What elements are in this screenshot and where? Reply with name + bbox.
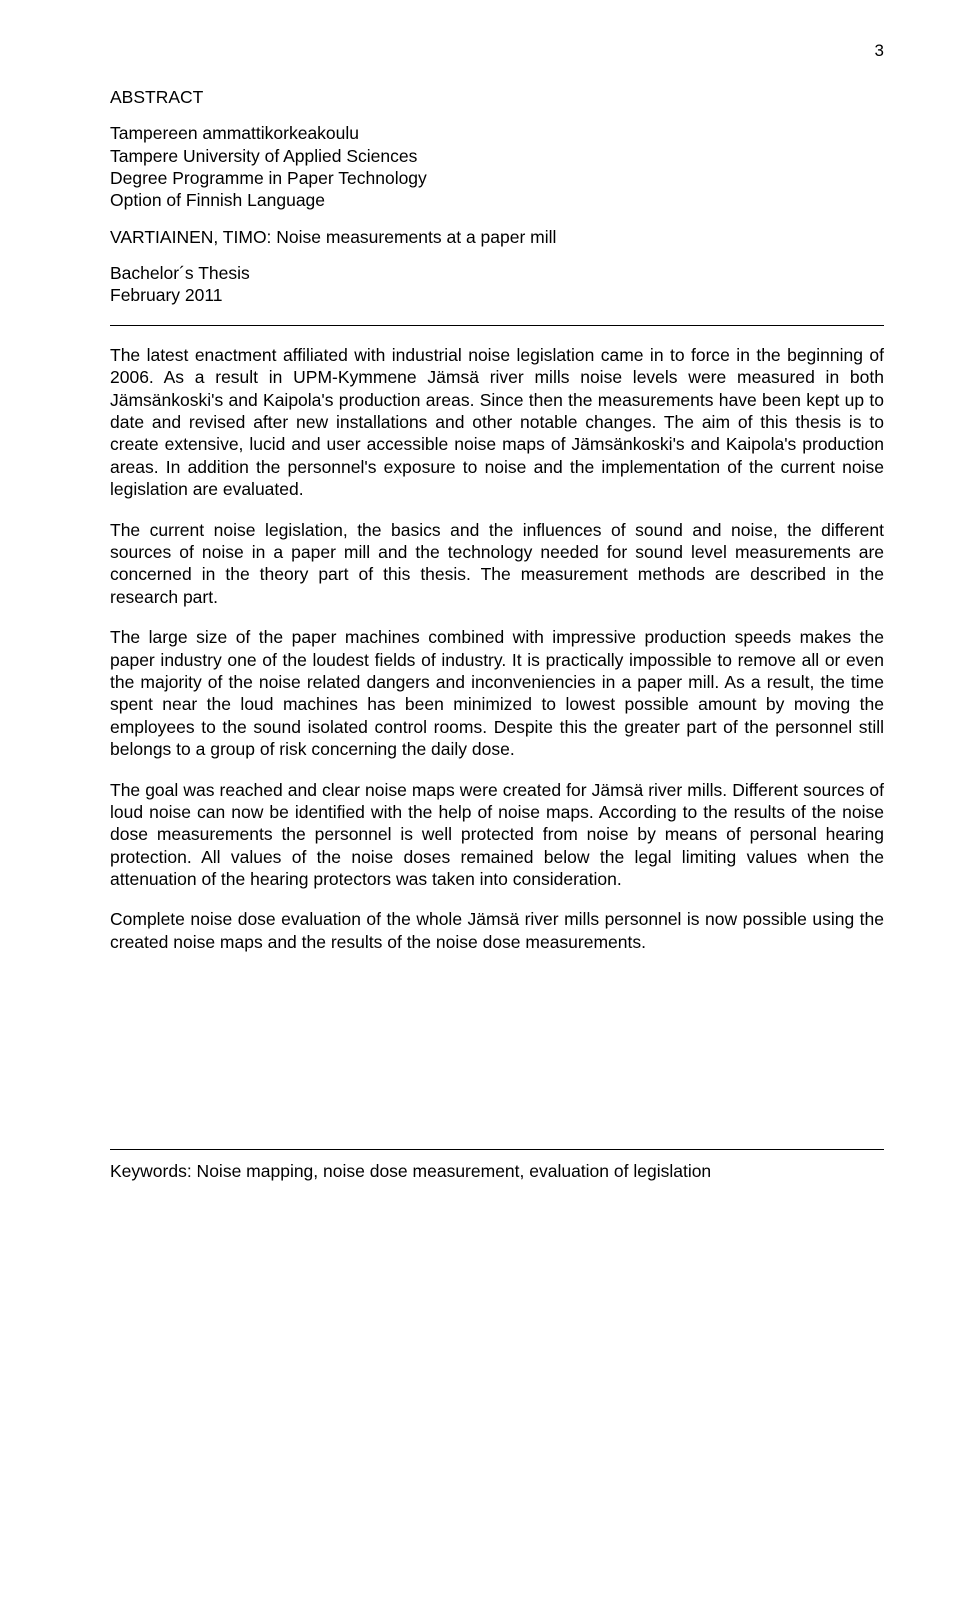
- abstract-heading: ABSTRACT: [110, 86, 884, 108]
- paragraph-5: Complete noise dose evaluation of the wh…: [110, 908, 884, 953]
- keywords: Keywords: Noise mapping, noise dose meas…: [110, 1160, 884, 1182]
- institution-block: Tampereen ammattikorkeakoulu Tampere Uni…: [110, 122, 884, 212]
- header-section: ABSTRACT Tampereen ammattikorkeakoulu Ta…: [110, 86, 884, 307]
- institution-line-2: Tampere University of Applied Sciences: [110, 145, 884, 167]
- author-title: VARTIAINEN, TIMO: Noise measurements at …: [110, 226, 884, 248]
- institution-line-4: Option of Finnish Language: [110, 189, 884, 211]
- paragraph-2: The current noise legislation, the basic…: [110, 519, 884, 609]
- bottom-divider: [110, 1149, 884, 1150]
- paragraph-1: The latest enactment affiliated with ind…: [110, 344, 884, 501]
- paragraph-4: The goal was reached and clear noise map…: [110, 779, 884, 891]
- top-divider: [110, 325, 884, 326]
- institution-line-1: Tampereen ammattikorkeakoulu: [110, 122, 884, 144]
- paragraph-3: The large size of the paper machines com…: [110, 626, 884, 760]
- page-number: 3: [110, 40, 884, 62]
- institution-line-3: Degree Programme in Paper Technology: [110, 167, 884, 189]
- thesis-info: Bachelor´s Thesis February 2011: [110, 262, 884, 307]
- thesis-type: Bachelor´s Thesis: [110, 262, 884, 284]
- thesis-date: February 2011: [110, 284, 884, 306]
- body-text: The latest enactment affiliated with ind…: [110, 344, 884, 953]
